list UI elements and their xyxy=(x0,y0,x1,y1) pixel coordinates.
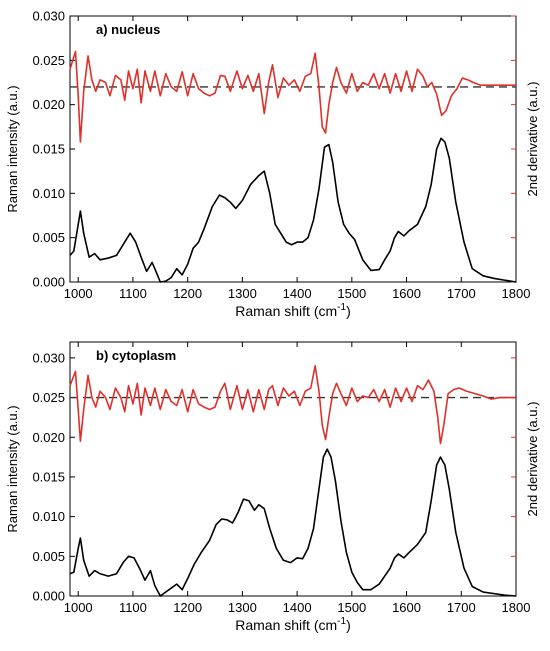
y-tick-label: 0.015 xyxy=(32,142,65,157)
x-tick-label: 1700 xyxy=(447,286,476,301)
y-tick-label: 0.005 xyxy=(32,230,65,245)
x-tick-label: 1100 xyxy=(119,286,147,301)
y-tick-label: 0.025 xyxy=(32,390,65,405)
y-tick-label: 0.010 xyxy=(32,186,65,201)
y-tick-label: 0.030 xyxy=(32,9,65,24)
x-axis-label: Raman shift (cm-1) xyxy=(235,302,351,319)
x-tick-label: 1600 xyxy=(392,600,421,615)
x-tick-label: 1200 xyxy=(173,286,202,301)
x-tick-label: 1400 xyxy=(283,600,312,615)
y-axis-label: Raman intensity (a.u.) xyxy=(5,85,20,212)
x-axis-label-end: ) xyxy=(346,617,351,633)
x-axis-label: Raman shift (cm-1) xyxy=(235,616,351,633)
x-axis-label-main: Raman shift (cm xyxy=(235,617,337,633)
x-axis-label-main: Raman shift (cm xyxy=(235,303,337,319)
raman-spectrum-line xyxy=(69,137,517,283)
x-tick-label: 1800 xyxy=(502,286,531,301)
y-tick-label: 0.025 xyxy=(32,53,65,68)
x-tick-label: 1200 xyxy=(173,600,202,615)
y2-axis-label: 2nd derivative (a.u.) xyxy=(525,82,540,197)
x-tick-label: 1300 xyxy=(228,286,257,301)
x-tick-label: 1300 xyxy=(228,600,257,615)
x-tick-label: 1800 xyxy=(502,600,531,615)
chart-panel-1: 1000 1100 1200 1300 1400 1500 1600 1700 1800 0.00… xyxy=(5,9,540,320)
panel-title: b) cytoplasm xyxy=(96,348,176,363)
y-tick-label: 0.010 xyxy=(32,509,65,524)
x-axis-label-sup: -1 xyxy=(337,302,346,313)
second-derivative-line xyxy=(69,50,516,143)
y-tick-label: 0.015 xyxy=(32,469,65,484)
x-tick-label: 1500 xyxy=(337,600,366,615)
y-tick-label: 0.000 xyxy=(32,589,65,604)
y-tick-label: 0.000 xyxy=(32,275,65,290)
x-tick-label: 1000 xyxy=(64,600,93,615)
x-axis-label-end: ) xyxy=(346,303,351,319)
panel-title: a) nucleus xyxy=(96,22,160,37)
x-tick-label: 1600 xyxy=(392,286,421,301)
second-derivative-line xyxy=(69,365,516,445)
x-tick-label: 1700 xyxy=(447,600,476,615)
x-axis-label-sup: -1 xyxy=(337,616,346,627)
plot-frame xyxy=(69,341,517,597)
x-tick-label: 1000 xyxy=(64,286,93,301)
y-axis-label: Raman intensity (a.u.) xyxy=(5,405,20,532)
x-tick-label: 1100 xyxy=(119,600,147,615)
y-tick-label: 0.020 xyxy=(32,97,65,112)
plot-frame xyxy=(69,15,517,283)
x-tick-label: 1400 xyxy=(283,286,312,301)
y2-axis-label: 2nd derivative (a.u.) xyxy=(525,402,540,517)
y-tick-label: 0.005 xyxy=(32,549,65,564)
raman-spectrum-line xyxy=(69,448,517,597)
chart-panel-2: 1000 1100 1200 1300 1400 1500 1600 1700 1800 0.00… xyxy=(5,341,540,633)
y-tick-label: 0.030 xyxy=(32,350,65,365)
x-tick-label: 1500 xyxy=(337,286,366,301)
y-tick-label: 0.020 xyxy=(32,430,65,445)
